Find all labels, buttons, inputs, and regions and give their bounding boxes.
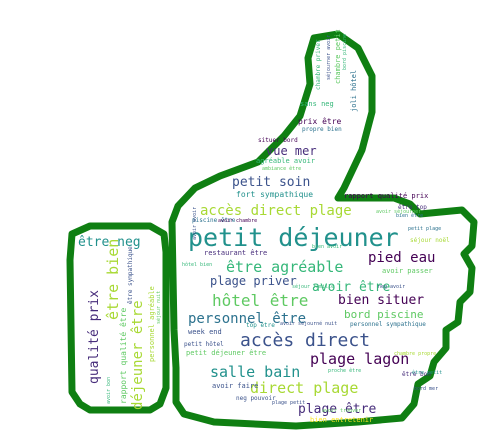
word: plage priver — [210, 274, 297, 288]
word: petit déjeuner — [188, 223, 399, 252]
word: plage lagon — [310, 350, 409, 368]
word: qualité prix — [87, 290, 102, 384]
word: bord piscine — [342, 34, 348, 70]
word: chambre priver — [315, 39, 322, 90]
word: bien situer — [338, 293, 424, 308]
word: bien entretenir — [310, 416, 373, 424]
word: être agréable — [226, 258, 343, 276]
word: petit hôtel — [184, 341, 224, 348]
word: prix être — [298, 116, 342, 126]
word: être bon — [402, 371, 431, 378]
word: bord mer — [414, 386, 438, 392]
word-cloud-hand-words: petit déjeuner accès direct plage lagon … — [182, 29, 450, 424]
word: personnel être — [188, 311, 306, 327]
word: personnel agréable — [148, 286, 156, 362]
thumbs-up-cuff-outline — [66, 222, 170, 414]
word: bien être — [396, 212, 423, 219]
word: séjourner avoir — [325, 35, 332, 80]
word: hôtel bien — [182, 261, 212, 268]
word: hôtel être — [212, 291, 308, 310]
word-cloud-cuff-words: être neg être bien déjeuner être qualité… — [78, 235, 162, 410]
word: sans neg — [300, 100, 334, 108]
word: bien avoir — [312, 244, 342, 250]
word: fort sympathique — [236, 190, 313, 199]
thumbs-up-hand-outline — [168, 30, 478, 430]
word: rapport qualité prix — [344, 192, 428, 200]
word: neg avoir — [378, 284, 405, 290]
word: propre bien — [302, 126, 342, 133]
word: piscine être — [192, 217, 236, 224]
word: séjour famille — [292, 283, 334, 290]
word: chambre propre — [394, 351, 436, 357]
word: avoir trouver — [322, 408, 361, 414]
word: être petit — [412, 369, 442, 376]
word: petit soin — [232, 175, 310, 190]
word: salle bain — [210, 363, 300, 381]
word: avoir avoir — [192, 207, 198, 240]
word: agréable avoir — [256, 157, 315, 165]
word: être sympathique — [127, 246, 134, 304]
word: situer bord — [258, 137, 298, 144]
word: joli hôtel — [350, 70, 358, 112]
word: rapport qualité être — [118, 307, 128, 404]
word: plage être — [298, 402, 376, 417]
word: déjeuner être — [130, 300, 146, 410]
word: direct plage — [250, 379, 358, 397]
word: vue mer — [266, 144, 317, 158]
word: avoir passer — [382, 267, 433, 275]
word: plage petit — [272, 400, 305, 406]
word: être top — [398, 204, 427, 211]
word: neg pouvoir — [236, 395, 276, 402]
word: petit déjeuner être — [186, 349, 266, 357]
word: petit plage — [408, 226, 441, 232]
word: avoir être — [312, 280, 390, 295]
word: proche être — [328, 367, 361, 374]
word: accès direct plage — [200, 203, 352, 219]
word: avoir faire — [212, 382, 258, 390]
word: week end — [188, 328, 222, 336]
word: personnel sympathique — [350, 321, 426, 328]
word: avoir bon — [106, 377, 112, 404]
word: pied eau — [368, 250, 435, 266]
word: avoir séjourné nuit — [280, 320, 337, 327]
word: séjour nuit — [155, 291, 162, 324]
word: bord piscine — [344, 308, 423, 321]
word: avoir chambre — [218, 218, 257, 224]
word: chambre petit — [334, 29, 342, 84]
word: accès direct — [240, 330, 370, 351]
word: ambiance être — [262, 165, 301, 172]
word: être neg — [78, 235, 141, 250]
word: restaurant être — [204, 249, 267, 257]
word: avoir séjourner — [376, 208, 421, 215]
word: top être — [246, 322, 275, 329]
word: être bien — [104, 239, 122, 320]
word: séjour noël — [410, 237, 450, 244]
